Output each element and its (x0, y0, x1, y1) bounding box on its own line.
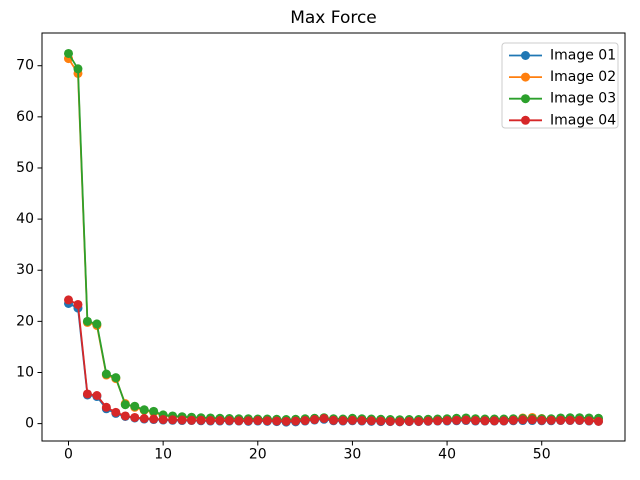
series-marker-image-03 (149, 406, 159, 416)
y-tick-label: 70 (16, 58, 34, 74)
series-marker-image-04 (499, 416, 509, 426)
x-tick-label: 20 (249, 447, 267, 463)
series-marker-image-04 (253, 416, 263, 426)
x-tick-label: 0 (64, 447, 73, 463)
series-marker-image-04 (423, 416, 433, 426)
series-marker-image-04 (187, 415, 197, 425)
series-marker-image-04 (168, 415, 178, 425)
series-marker-image-04 (537, 415, 547, 425)
series-marker-image-04 (395, 417, 405, 427)
x-tick-label: 50 (533, 447, 551, 463)
series-marker-image-03 (82, 316, 92, 326)
series-marker-image-03 (73, 64, 83, 74)
series-marker-image-04 (319, 414, 329, 424)
series-marker-image-04 (508, 415, 518, 425)
series-marker-image-04 (234, 416, 244, 426)
series-marker-image-04 (262, 416, 272, 426)
series-marker-image-04 (584, 416, 594, 426)
series-marker-image-04 (376, 416, 386, 426)
series-marker-image-04 (215, 416, 225, 426)
series-marker-image-04 (404, 416, 414, 426)
y-tick-label: 30 (16, 262, 34, 278)
series-marker-image-04 (130, 412, 140, 422)
series-marker-image-03 (139, 405, 149, 415)
series-marker-image-04 (281, 416, 291, 426)
series-marker-image-04 (347, 415, 357, 425)
series-marker-image-04 (224, 416, 234, 426)
plot-area (41, 32, 626, 442)
series-marker-image-04 (149, 414, 159, 424)
series-marker-image-04 (338, 416, 348, 426)
series-marker-image-03 (111, 373, 121, 383)
x-tick-label: 10 (154, 447, 172, 463)
series-marker-image-04 (357, 416, 367, 426)
legend-marker (521, 94, 530, 104)
legend-label: Image 01 (550, 48, 616, 64)
series-marker-image-04 (385, 416, 395, 426)
y-tick-label: 40 (16, 211, 34, 227)
y-tick-label: 10 (16, 364, 34, 380)
legend-marker (521, 51, 530, 60)
x-tick-label: 40 (438, 447, 456, 463)
series-marker-image-04 (546, 415, 556, 425)
y-tick-label: 60 (16, 109, 34, 125)
y-tick-label: 50 (16, 160, 34, 176)
legend-label: Image 04 (550, 112, 616, 128)
series-marker-image-04 (111, 407, 121, 417)
series-marker-image-03 (92, 319, 102, 329)
x-tick-label: 30 (344, 447, 362, 463)
series-marker-image-04 (82, 389, 92, 399)
series-marker-image-04 (291, 416, 301, 426)
y-tick-label: 20 (16, 313, 34, 329)
legend-box (501, 42, 619, 129)
legend-entry-image-03: Image 03 (509, 91, 616, 107)
series-marker-image-04 (489, 416, 499, 426)
series-marker-image-04 (452, 415, 462, 425)
series-marker-image-04 (92, 390, 102, 400)
series-marker-image-04 (366, 416, 376, 426)
series-marker-image-04 (120, 411, 130, 421)
legend-label: Image 02 (550, 69, 616, 85)
legend: Image 01 Image 02 Image 03 Image 04 (501, 42, 619, 129)
series-marker-image-04 (272, 416, 282, 426)
legend-entry-image-04: Image 04 (509, 112, 616, 128)
series-marker-image-04 (64, 295, 73, 305)
series-marker-image-04 (329, 415, 338, 425)
y-tick-label: 0 (25, 416, 34, 432)
series-marker-image-04 (527, 415, 537, 425)
legend-entry-image-02: Image 02 (509, 69, 616, 85)
series-marker-image-03 (64, 48, 73, 58)
series-marker-image-04 (101, 402, 111, 412)
series-marker-image-04 (565, 415, 575, 425)
series-marker-image-04 (243, 416, 253, 426)
legend-label: Image 03 (550, 91, 616, 107)
series-marker-image-03 (130, 401, 140, 411)
series-marker-image-03 (120, 400, 130, 410)
series-marker-image-04 (442, 416, 452, 426)
series-marker-image-04 (205, 416, 215, 426)
legend-marker (521, 115, 530, 125)
series-marker-image-04 (300, 416, 310, 426)
chart-title: Max Force (290, 8, 377, 28)
series-marker-image-04 (461, 415, 471, 425)
series-marker-image-04 (433, 416, 443, 426)
series-marker-image-03 (101, 369, 111, 379)
series-marker-image-04 (158, 415, 168, 425)
series-marker-image-04 (310, 415, 320, 425)
series-marker-image-04 (556, 415, 566, 425)
series-marker-image-04 (414, 416, 424, 426)
legend-entry-image-01: Image 01 (509, 48, 616, 64)
series-marker-image-04 (177, 415, 187, 425)
series-marker-image-04 (73, 299, 83, 309)
series-marker-image-04 (470, 416, 480, 426)
series-marker-image-04 (518, 415, 528, 425)
legend-marker (521, 72, 530, 82)
series-marker-image-04 (575, 415, 585, 425)
series-marker-image-04 (139, 414, 149, 424)
series-marker-image-04 (480, 416, 490, 426)
series-marker-image-04 (196, 415, 206, 425)
series-marker-image-04 (594, 416, 603, 426)
